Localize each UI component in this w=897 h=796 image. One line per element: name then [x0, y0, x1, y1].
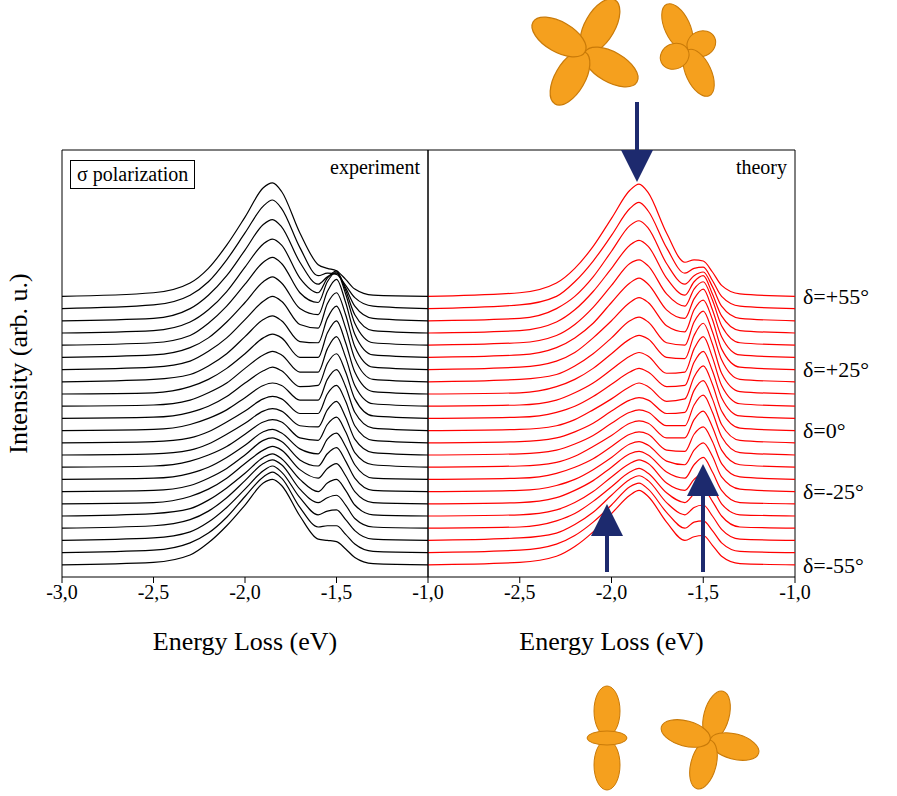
svg-text:-2,0: -2,0: [596, 581, 628, 603]
svg-text:-3,0: -3,0: [46, 581, 78, 603]
svg-text:δ=+25°: δ=+25°: [803, 357, 869, 382]
svg-text:-2,5: -2,5: [138, 581, 170, 603]
svg-text:Energy Loss (eV): Energy Loss (eV): [153, 627, 337, 656]
svg-text:δ=-25°: δ=-25°: [803, 479, 864, 504]
svg-text:Intensity (arb. u.): Intensity (arb. u.): [4, 273, 33, 454]
svg-text:-1,5: -1,5: [687, 581, 719, 603]
html-text:experiment: experiment: [330, 156, 420, 178]
svg-text:-1,0: -1,0: [779, 581, 811, 603]
svg-text:-2,0: -2,0: [229, 581, 261, 603]
html-text:σ polarization: σ polarization: [77, 163, 189, 185]
svg-text:δ=0°: δ=0°: [803, 418, 846, 443]
svg-text:δ=+55°: δ=+55°: [803, 284, 869, 309]
html-text:theory: theory: [735, 156, 787, 178]
svg-text:-2,5: -2,5: [504, 581, 536, 603]
svg-text:δ=-55°: δ=-55°: [803, 553, 864, 578]
svg-text:Energy Loss (eV): Energy Loss (eV): [519, 627, 703, 656]
svg-text:-1,0: -1,0: [412, 581, 444, 603]
svg-text:-1,5: -1,5: [321, 581, 353, 603]
